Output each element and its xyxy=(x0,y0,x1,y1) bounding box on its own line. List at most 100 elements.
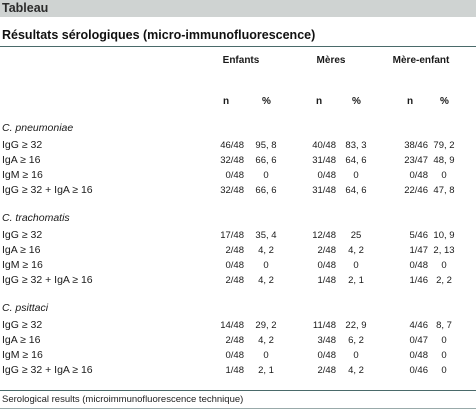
table-cell-count: 38/46 xyxy=(404,140,428,151)
subhead-pct-2: % xyxy=(352,96,361,107)
final-rule xyxy=(0,408,476,409)
table-cell-percent: 66, 6 xyxy=(255,155,277,166)
row-label: IgG ≥ 32 xyxy=(2,139,43,151)
table-cell-count: 0/48 xyxy=(225,170,245,181)
table-cell-percent: 2, 1 xyxy=(258,365,274,376)
table-cell-count: 5/46 xyxy=(409,230,429,241)
subhead-pct-1: % xyxy=(262,96,271,107)
table-cell-percent: 64, 6 xyxy=(345,185,367,196)
table-cell-percent: 0 xyxy=(441,350,447,361)
table-cell-count: 1/47 xyxy=(409,245,429,256)
table-cell-percent: 0 xyxy=(353,260,359,271)
table-cell-percent: 4, 2 xyxy=(258,245,274,256)
table-cell-percent: 29, 2 xyxy=(255,320,277,331)
table-cell-percent: 0 xyxy=(441,365,447,376)
table-cell-count: 0/46 xyxy=(409,365,429,376)
table-cell-count: 46/48 xyxy=(220,140,244,151)
row-label: IgM ≥ 16 xyxy=(2,169,43,181)
row-label: IgG ≥ 32 + IgA ≥ 16 xyxy=(2,184,93,196)
subhead-pct-3: % xyxy=(440,96,449,107)
table-cell-count: 23/47 xyxy=(404,155,428,166)
row-label: IgG ≥ 32 xyxy=(2,319,43,331)
table-cell-percent: 79, 2 xyxy=(433,140,455,151)
table-cell-count: 22/46 xyxy=(404,185,428,196)
table-cell-percent: 2, 2 xyxy=(436,275,452,286)
table-cell-percent: 6, 2 xyxy=(348,335,364,346)
table-cell-count: 2/48 xyxy=(225,245,245,256)
section-title: C. pneumoniae xyxy=(2,122,74,134)
table-cell-percent: 25 xyxy=(350,230,362,241)
table-cell-count: 40/48 xyxy=(312,140,336,151)
table-cell-count: 2/48 xyxy=(225,335,245,346)
table-cell-count: 32/48 xyxy=(220,155,244,166)
table-cell-percent: 0 xyxy=(353,350,359,361)
header-label: Tableau xyxy=(2,1,49,15)
table-cell-count: 2/48 xyxy=(225,275,245,286)
table-cell-count: 32/48 xyxy=(220,185,244,196)
table-cell-count: 1/48 xyxy=(317,275,337,286)
col-head-enfants: Enfants xyxy=(222,55,260,66)
table-cell-percent: 8, 7 xyxy=(436,320,452,331)
table-cell-percent: 47, 8 xyxy=(433,185,455,196)
table-cell-percent: 66, 6 xyxy=(255,185,277,196)
table-cell-percent: 4, 2 xyxy=(348,245,364,256)
table-cell-count: 12/48 xyxy=(312,230,336,241)
row-label: IgG ≥ 32 + IgA ≥ 16 xyxy=(2,364,93,376)
table-cell-percent: 4, 2 xyxy=(258,275,274,286)
footer-note: Serological results (microimmunofluoresc… xyxy=(2,394,244,405)
table-cell-count: 1/48 xyxy=(225,365,245,376)
row-label: IgM ≥ 16 xyxy=(2,349,43,361)
table-cell-percent: 4, 2 xyxy=(258,335,274,346)
table-cell-count: 0/48 xyxy=(317,170,337,181)
table-cell-percent: 83, 3 xyxy=(345,140,367,151)
row-label: IgA ≥ 16 xyxy=(2,244,41,256)
subhead-n-2: n xyxy=(316,96,323,107)
table-cell-percent: 48, 9 xyxy=(433,155,455,166)
table-cell-count: 11/48 xyxy=(312,320,336,331)
table-cell-percent: 10, 9 xyxy=(433,230,455,241)
table-cell-count: 0/48 xyxy=(409,350,429,361)
table-cell-percent: 64, 6 xyxy=(345,155,367,166)
table-cell-count: 31/48 xyxy=(312,155,336,166)
row-label: IgM ≥ 16 xyxy=(2,259,43,271)
row-label: IgA ≥ 16 xyxy=(2,154,41,166)
table-title: Résultats sérologiques (micro-immunofluo… xyxy=(2,28,316,42)
top-rule xyxy=(0,46,476,47)
table-cell-count: 14/48 xyxy=(220,320,244,331)
table-cell-percent: 95, 8 xyxy=(255,140,277,151)
table-cell-count: 0/48 xyxy=(317,260,337,271)
table-cell-count: 0/48 xyxy=(409,170,429,181)
table-cell-count: 0/48 xyxy=(225,350,245,361)
table-cell-count: 3/48 xyxy=(317,335,337,346)
table-cell-count: 2/48 xyxy=(317,365,337,376)
table-cell-percent: 4, 2 xyxy=(348,365,364,376)
subhead-n-3: n xyxy=(407,96,414,107)
table-cell-count: 0/48 xyxy=(317,350,337,361)
table-cell-percent: 0 xyxy=(263,350,269,361)
section-title: C. psittaci xyxy=(2,302,49,314)
table-cell-count: 17/48 xyxy=(220,230,244,241)
subhead-n-1: n xyxy=(223,96,230,107)
table-cell-count: 0/47 xyxy=(409,335,429,346)
table-cell-count: 0/48 xyxy=(225,260,245,271)
table-cell-percent: 0 xyxy=(353,170,359,181)
table-cell-percent: 0 xyxy=(263,170,269,181)
bottom-rule xyxy=(0,390,476,391)
table-cell-count: 2/48 xyxy=(317,245,337,256)
row-label: IgG ≥ 32 xyxy=(2,229,43,241)
table-cell-percent: 0 xyxy=(441,170,447,181)
table-cell-count: 0/48 xyxy=(409,260,429,271)
header-band: Tableau xyxy=(0,0,476,17)
table-cell-percent: 0 xyxy=(441,260,447,271)
table-cell-count: 4/46 xyxy=(409,320,429,331)
row-label: IgG ≥ 32 + IgA ≥ 16 xyxy=(2,274,93,286)
col-head-meres: Mères xyxy=(316,55,346,66)
table-cell-count: 1/46 xyxy=(409,275,429,286)
section-title: C. trachomatis xyxy=(2,212,70,224)
table-cell-count: 31/48 xyxy=(312,185,336,196)
table-cell-percent: 2, 1 xyxy=(348,275,364,286)
table-cell-percent: 2, 13 xyxy=(433,245,455,256)
table-cell-percent: 0 xyxy=(441,335,447,346)
table-cell-percent: 0 xyxy=(263,260,269,271)
col-head-mere-enfant: Mère-enfant xyxy=(392,55,450,66)
